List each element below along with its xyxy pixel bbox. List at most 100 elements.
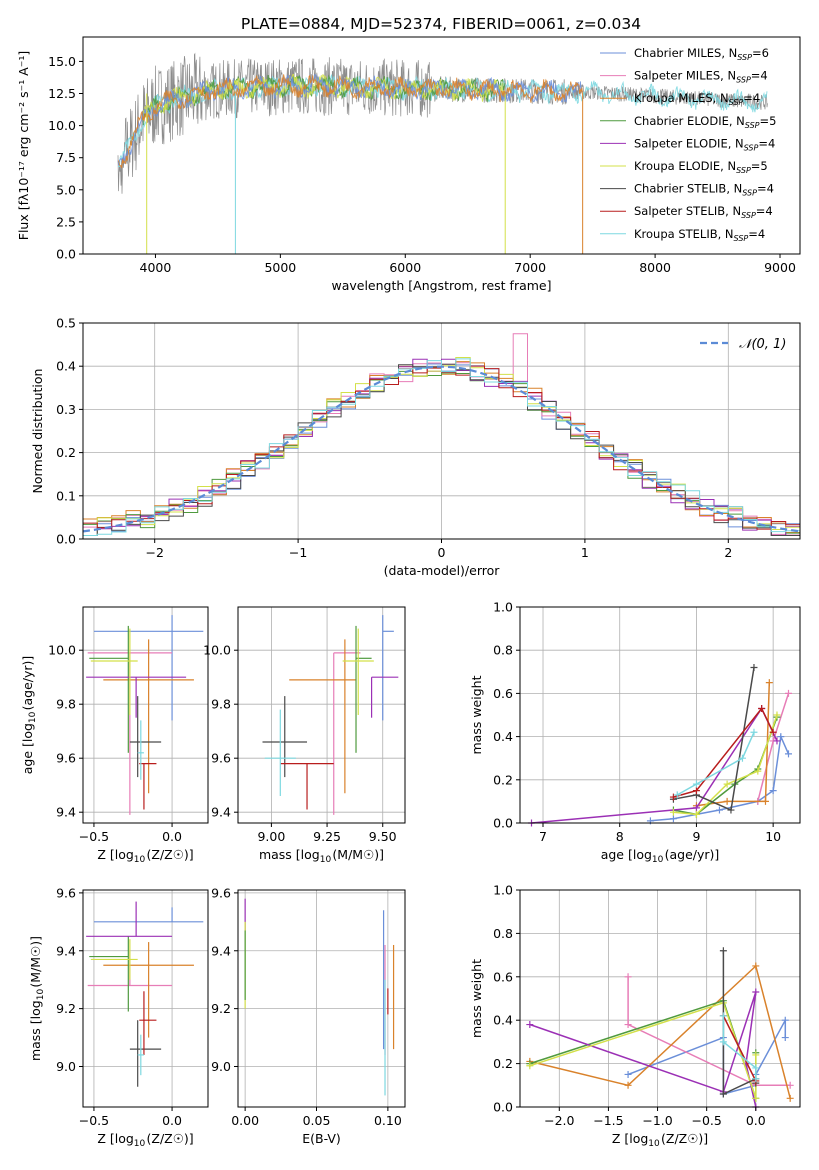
weight-series (673, 716, 778, 816)
x-tick-label: −1.0 (642, 1113, 672, 1128)
y-tick-label: 0.0 (56, 247, 76, 262)
y-tick-label: 0.5 (56, 316, 76, 331)
weight-marker (669, 808, 677, 816)
x-tick-label: 0.0 (746, 1113, 766, 1128)
y-tick-label: 10.0 (203, 643, 231, 658)
x-tick-label: 0.0 (162, 829, 182, 844)
plot-area (82, 333, 801, 536)
axes-frame (82, 606, 209, 824)
axes-frame (519, 606, 801, 824)
x-tick-label: −0.5 (79, 829, 109, 844)
y-tick-label: 9.6 (211, 885, 231, 900)
weight-marker (752, 1051, 760, 1059)
axes-frame (237, 889, 406, 1108)
y-tick-label: 9.6 (56, 751, 76, 766)
y-tick-label: 15.0 (48, 54, 76, 69)
y-tick-label: 0.2 (56, 445, 76, 460)
y-tick-label: 0.6 (493, 686, 513, 701)
weight-series (529, 964, 791, 1099)
spectrum-panel: 4000 5000 6000 7000 8000 9000 0.0 2.5 5.0 7.5 10.0… (16, 36, 801, 293)
weight-marker (673, 791, 681, 799)
x-tick-label: 0.05 (303, 1113, 331, 1128)
x-tick-label: −1 (289, 545, 307, 560)
weight-series (673, 707, 774, 798)
weight-marker (750, 663, 758, 671)
weight-marker (752, 1064, 760, 1072)
x-axis-label: age [log10 (age/yr)] (601, 847, 720, 865)
weight-marker (624, 973, 632, 981)
weight-marker (692, 780, 700, 788)
weight-marker (692, 810, 700, 818)
x-tick-label: 1 (581, 545, 589, 560)
y-tick-label: 9.4 (211, 805, 231, 820)
y-tick-label: 9.2 (211, 1001, 231, 1016)
x-tick-label: 10 (765, 829, 781, 844)
y-tick-label: 9.4 (56, 805, 76, 820)
weight-marker (758, 705, 766, 713)
y-tick-label: 0.6 (493, 969, 513, 984)
y-tick-label: 10.0 (48, 118, 76, 133)
x-tick-label: −1.5 (593, 1113, 623, 1128)
weight-marker (669, 815, 677, 823)
data-spectrum (117, 52, 768, 194)
y-tick-label: 9.6 (56, 885, 76, 900)
weight-marker (773, 737, 781, 745)
y-axis-label: mass weight (469, 959, 484, 1038)
plot-area (244, 898, 395, 1096)
y-tick-label: 9.0 (56, 1059, 76, 1074)
y-tick-label: 0.8 (493, 643, 513, 658)
weight-panel-4: 7 8 9 10 0.0 0.2 0.4 0.6 0.8 1.0 age [log10 (age/y… (469, 600, 801, 865)
x-axis-label: E(B-V) (302, 1131, 341, 1146)
legend-label: Salpeter STELIB, NSSP=4 (634, 204, 773, 220)
legend: Chabrier MILES, NSSP=6 Salpeter MILES, NS… (600, 46, 776, 243)
y-tick-label: 1.0 (493, 600, 513, 615)
y-tick-label: 9.0 (211, 1059, 231, 1074)
y-tick-label: 0.4 (493, 729, 513, 744)
y-tick-label: 2.5 (56, 214, 76, 229)
weight-marker (526, 1021, 534, 1029)
weight-marker (786, 1094, 794, 1102)
y-tick-label: 9.6 (211, 751, 231, 766)
y-tick-label: 1.0 (493, 883, 513, 898)
weight-marker (786, 1081, 794, 1089)
weight-panel-7: −2.0 −1.5 −1.0 −0.5 0.0 0.0 0.2 0.4 0.6 0.8 1.0 Z [… (469, 883, 801, 1149)
weight-series (722, 1015, 757, 1079)
axes-frame (519, 889, 801, 1108)
x-tick-label: 7000 (514, 260, 546, 275)
weight-marker (773, 711, 781, 719)
legend-label: 𝒩(0, 1) (739, 337, 786, 352)
x-axis-label: Z [log10 (Z/Z☉)] (612, 1131, 708, 1149)
y-tick-label: 9.4 (211, 943, 231, 958)
legend-label: Salpeter MILES, NSSP=4 (634, 69, 768, 85)
weight-marker (719, 1090, 727, 1098)
x-axis-label: wavelength [Angstrom, rest frame] (331, 278, 551, 293)
y-tick-label: 0.8 (493, 926, 513, 941)
y-tick-label: 7.5 (56, 150, 76, 165)
weight-marker (727, 806, 735, 814)
y-tick-label: 0.4 (493, 1013, 513, 1028)
weight-series (627, 976, 791, 1087)
weight-marker (624, 1021, 632, 1029)
weight-marker (784, 750, 792, 758)
weight-marker (752, 1075, 760, 1083)
legend-label: Chabrier MILES, NSSP=6 (634, 46, 769, 62)
plot-area (86, 615, 204, 815)
legend-label: Kroupa STELIB, NSSP=4 (634, 227, 765, 243)
x-axis-label: (data-model)/error (384, 563, 501, 578)
axes-frame (82, 889, 209, 1108)
x-tick-label: 9 (692, 829, 700, 844)
plot-area (526, 947, 794, 1111)
x-tick-label: 0.0 (162, 1113, 182, 1128)
x-tick-label: 0.00 (231, 1113, 259, 1128)
weight-marker (761, 797, 769, 805)
plot-area (528, 663, 792, 827)
weight-marker (692, 804, 700, 812)
y-axis-label: Normed distribution (30, 369, 45, 494)
x-tick-label: −2 (145, 545, 163, 560)
errorbar-panel-3: 9.00 9.25 9.50 9.4 9.6 9.8 10.0 mass [log10 (M/… (203, 606, 406, 865)
weight-marker (719, 947, 727, 955)
x-tick-label: 0.10 (374, 1113, 402, 1128)
legend-label: Kroupa ELODIE, NSSP=5 (634, 159, 768, 175)
weight-series (529, 1001, 757, 1099)
normal-curve (82, 365, 801, 533)
